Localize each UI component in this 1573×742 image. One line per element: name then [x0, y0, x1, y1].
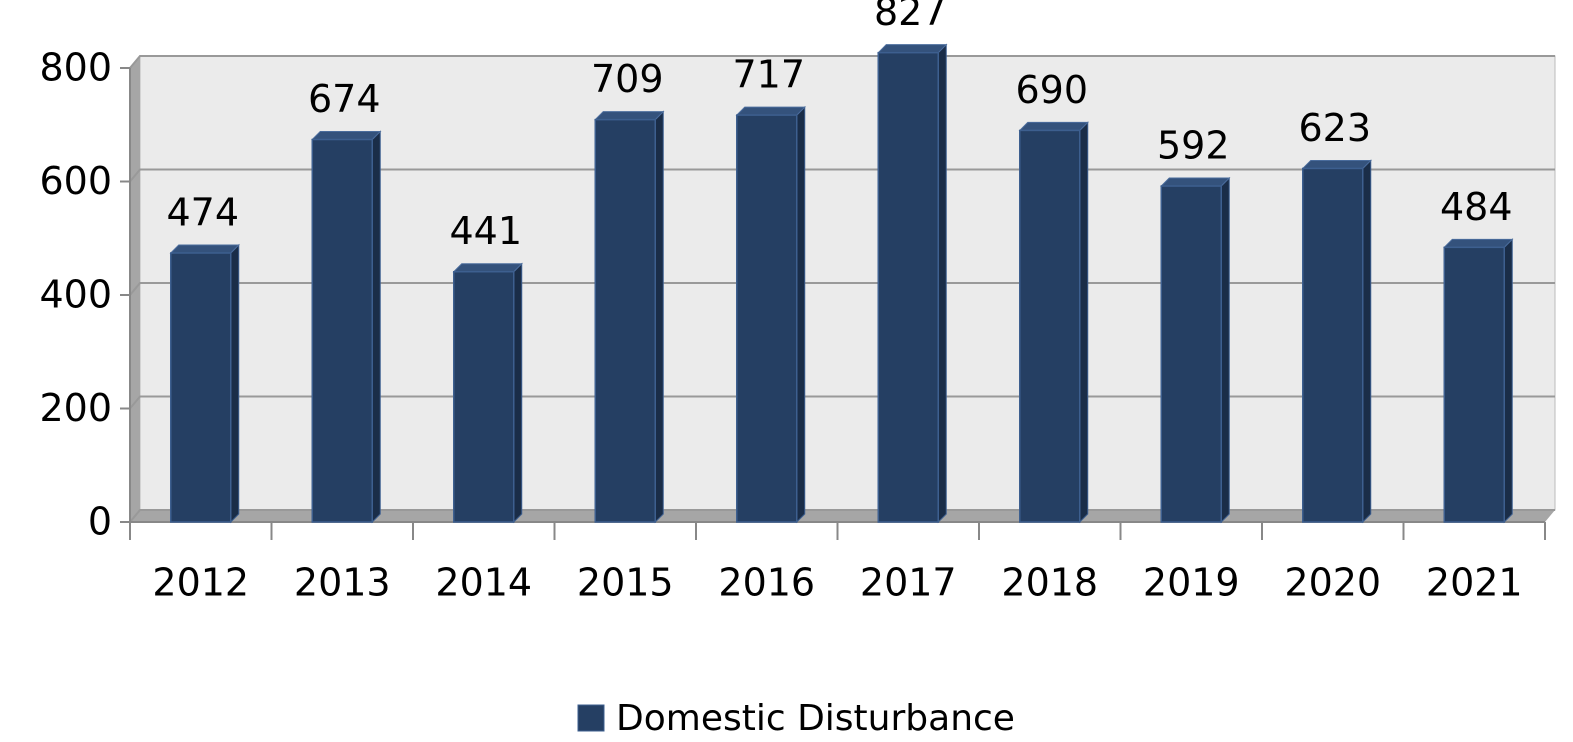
bar [170, 252, 232, 523]
data-label: 623 [1298, 106, 1371, 150]
bar-top [311, 131, 382, 141]
bar-side [1503, 238, 1513, 524]
bar-side [654, 110, 664, 524]
bar-top [1443, 238, 1514, 248]
x-tick-label: 2012 [152, 561, 249, 605]
bar-side [1220, 176, 1230, 524]
bar [311, 138, 373, 523]
bar-side [230, 243, 240, 524]
data-label: 690 [1015, 68, 1088, 112]
data-label: 474 [166, 191, 239, 235]
data-label: 827 [874, 0, 947, 34]
bar [877, 51, 939, 523]
x-tick-label: 2019 [1143, 561, 1240, 605]
bar-top [452, 263, 523, 273]
legend-swatch [577, 704, 605, 732]
data-label: 484 [1440, 185, 1513, 229]
data-label: 709 [591, 57, 664, 101]
x-tick-label: 2015 [577, 561, 674, 605]
legend-label: Domestic Disturbance [616, 698, 1015, 739]
bar-top [1301, 159, 1372, 169]
bar [1019, 129, 1081, 523]
bar [594, 118, 656, 523]
bar [1302, 167, 1364, 523]
bar [1160, 185, 1222, 523]
bar-top [1160, 177, 1231, 187]
bar-side [796, 105, 806, 524]
data-label: 592 [1157, 124, 1230, 168]
data-label: 674 [308, 77, 381, 121]
x-tick-label: 2021 [1426, 561, 1523, 605]
bar-top [877, 44, 948, 54]
bar-side [1079, 121, 1089, 524]
grid-line [129, 55, 1555, 69]
bar [453, 270, 515, 523]
bar-side [937, 43, 947, 524]
bar-top [735, 106, 806, 116]
y-tick-label: 800 [39, 46, 112, 90]
x-tick-label: 2016 [718, 561, 815, 605]
y-tick-label: 400 [39, 273, 112, 317]
x-tick-label: 2018 [1001, 561, 1098, 605]
x-tick-label: 2017 [860, 561, 957, 605]
bar [1443, 246, 1505, 523]
y-tick-label: 600 [39, 159, 112, 203]
data-label: 441 [449, 209, 522, 253]
bar-top [169, 244, 240, 254]
bar-top [594, 111, 665, 121]
x-tick-label: 2014 [435, 561, 532, 605]
bar-side [1362, 159, 1372, 524]
x-tick-label: 2013 [294, 561, 391, 605]
y-tick-label: 0 [88, 500, 112, 544]
data-label: 717 [732, 53, 805, 97]
bar-side [371, 130, 381, 524]
bar-side [513, 262, 523, 524]
x-tick-label: 2020 [1284, 561, 1381, 605]
bar-top [1018, 121, 1089, 131]
bar [736, 114, 798, 523]
y-tick-label: 200 [39, 386, 112, 430]
